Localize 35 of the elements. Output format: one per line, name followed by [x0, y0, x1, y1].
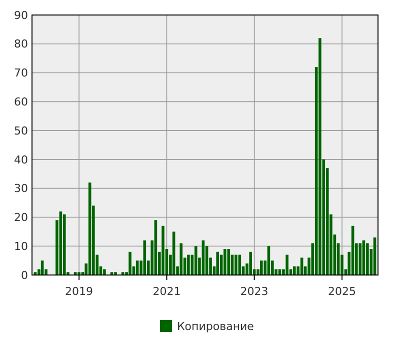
y-tick-label: 40	[14, 153, 28, 166]
x-tick-label: 2025	[328, 285, 356, 298]
bar	[63, 214, 66, 275]
bar	[358, 243, 362, 275]
y-tick-label: 50	[14, 124, 28, 138]
bar	[292, 266, 296, 275]
bar	[114, 272, 117, 275]
bar	[78, 272, 80, 275]
bar	[286, 254, 288, 275]
y-tick-label: 70	[14, 66, 28, 80]
y-tick-label: 90	[14, 8, 28, 22]
legend-label: Копирование	[177, 320, 254, 333]
bar	[234, 254, 238, 275]
bar	[366, 243, 369, 275]
y-tick-label: 20	[14, 211, 28, 224]
bar	[249, 252, 252, 275]
y-tick-label: 60	[14, 96, 28, 109]
y-tick-label: 10	[14, 240, 28, 253]
bar	[180, 243, 183, 275]
bar	[194, 246, 198, 275]
bar	[162, 226, 164, 275]
bar	[103, 269, 106, 275]
x-tick-label: 2019	[65, 285, 94, 298]
bar	[216, 252, 219, 275]
y-tick-label: 30	[14, 182, 28, 196]
y-tick-label: 0	[21, 268, 28, 282]
bar	[224, 249, 226, 275]
bar	[227, 249, 230, 275]
bar	[260, 260, 263, 275]
bar	[187, 254, 190, 275]
bar	[318, 38, 322, 275]
x-tick-label: 2021	[152, 285, 181, 298]
y-tick-label: 80	[14, 38, 28, 51]
bar	[128, 252, 132, 275]
x-tick-label: 2023	[240, 285, 268, 298]
